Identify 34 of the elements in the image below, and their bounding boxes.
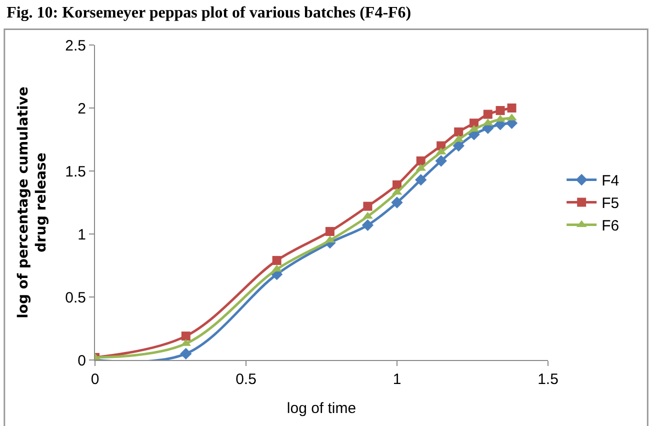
point <box>363 202 372 211</box>
y-tick-label: 0 <box>78 352 86 370</box>
y-tick-label: 1.5 <box>65 163 86 180</box>
point <box>496 106 505 116</box>
chart-title: Fig. 10: Korsemeyer peppas plot of various batches (F4-F6) <box>6 4 412 22</box>
point <box>435 155 447 167</box>
x-axis-title: log of time <box>286 400 356 417</box>
y-axis-title: log of percentage cumulative drug release <box>16 86 50 318</box>
point <box>454 127 464 136</box>
legend-label: F5 <box>602 195 620 212</box>
point <box>180 348 192 360</box>
x-tick-label: 1 <box>392 371 402 388</box>
x-tick-label: 0 <box>90 371 100 388</box>
point <box>362 219 374 232</box>
point <box>391 196 403 208</box>
point <box>483 110 492 119</box>
point <box>392 180 402 190</box>
y-tick-label: 1 <box>78 226 86 244</box>
point <box>362 212 373 219</box>
y-tick-label: 2 <box>78 100 86 118</box>
legend-label: F4 <box>602 172 620 190</box>
point <box>272 256 282 265</box>
point <box>416 156 426 166</box>
point <box>495 114 506 122</box>
point <box>181 332 190 341</box>
point <box>272 264 282 272</box>
x-tick-label: 0.5 <box>236 371 256 388</box>
point <box>325 226 334 236</box>
legend-label: F6 <box>602 218 620 235</box>
y-tick-label: 0.5 <box>65 289 86 306</box>
point <box>415 174 427 186</box>
y-tick-label: 2.5 <box>65 37 86 54</box>
point <box>507 104 516 112</box>
x-tick-label: 1.5 <box>538 371 558 388</box>
